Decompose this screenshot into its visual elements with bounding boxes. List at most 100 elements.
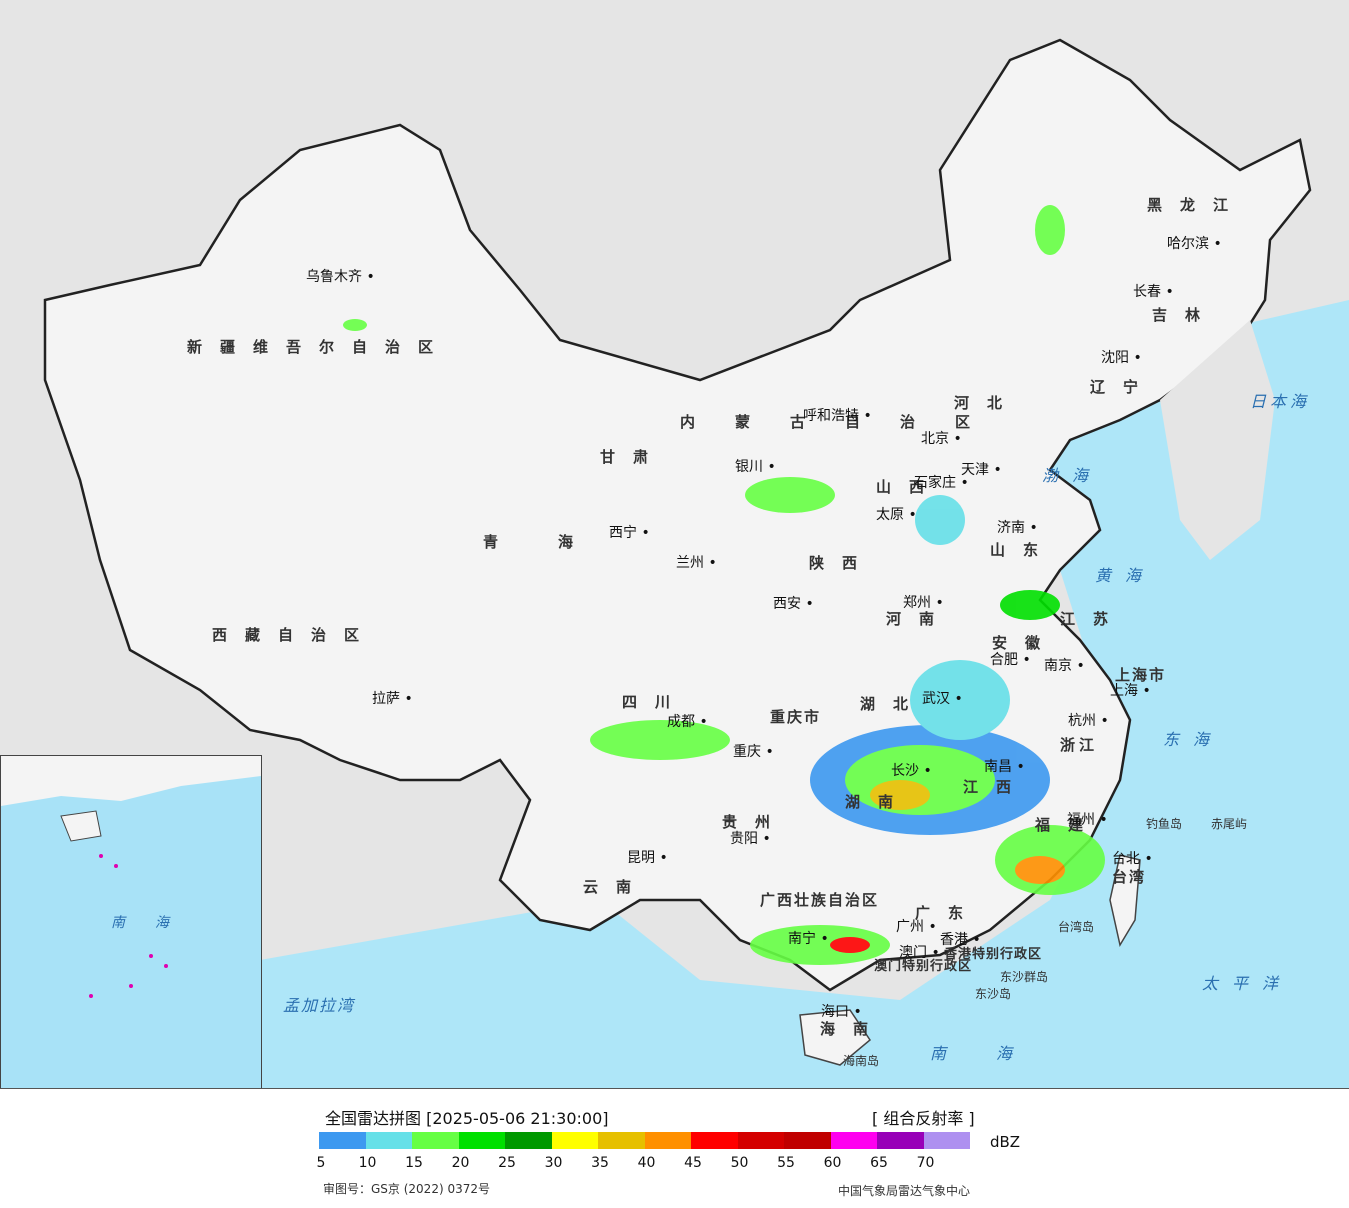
- label-shanghai: 上海市: [1115, 666, 1167, 684]
- label-liaoning: 辽宁: [1090, 378, 1157, 396]
- city-shenyang: 沈阳: [1101, 351, 1142, 365]
- city-chengdu: 成都: [667, 715, 708, 729]
- label-gansu: 甘肃: [600, 448, 667, 466]
- color-swatch: [365, 1132, 412, 1149]
- city-taipei: 台北: [1112, 852, 1153, 866]
- city-fuzhou: 福州: [1067, 813, 1108, 827]
- tick-label: 10: [358, 1155, 377, 1171]
- city-lanzhou: 兰州: [676, 556, 717, 570]
- label-xizang: 西藏自治区: [212, 626, 378, 644]
- city-beijing: 北京: [921, 432, 962, 446]
- city-hohhot: 呼和浩特: [803, 409, 872, 423]
- city-urumqi: 乌鲁木齐: [306, 270, 375, 284]
- approval-number: 审图号：GS京 (2022) 0372号: [323, 1182, 490, 1196]
- label-hubei: 湖北: [860, 695, 927, 713]
- city-hefei: 合肥: [990, 653, 1031, 667]
- city-kunming: 昆明: [627, 851, 668, 865]
- sea-japan: 日本海: [1250, 392, 1311, 411]
- city-nanchang: 南昌: [984, 760, 1025, 774]
- city-macau: 澳门: [899, 946, 940, 960]
- label-jiangxi: 江西: [963, 778, 1030, 796]
- agency-name: 中国气象局雷达气象中心: [838, 1184, 971, 1198]
- tick-label: 45: [684, 1155, 702, 1171]
- label-shanxi: 山西: [876, 478, 943, 496]
- color-swatch: [412, 1132, 459, 1149]
- color-bar: [319, 1132, 970, 1149]
- city-shanghai: 上海: [1110, 684, 1151, 698]
- city-hongkong: 香港: [940, 933, 981, 947]
- color-swatch: [737, 1132, 784, 1149]
- label-jiangsu: 江苏: [1060, 610, 1127, 628]
- tick-label: 20: [451, 1155, 470, 1171]
- city-chongqing: 重庆: [733, 745, 774, 759]
- label-guangxi: 广西壮族自治区: [760, 891, 880, 909]
- label-macau: 澳门特别行政区: [874, 959, 973, 974]
- tick-label: 35: [591, 1155, 609, 1171]
- tick-label: 25: [498, 1155, 516, 1171]
- color-swatch: [598, 1132, 645, 1149]
- tick-label: 5: [316, 1155, 326, 1171]
- label-yunnan: 云南: [583, 878, 650, 896]
- tick-label: 65: [870, 1155, 888, 1171]
- color-swatch: [458, 1132, 505, 1149]
- legend-unit: dBZ: [990, 1133, 1021, 1151]
- label-henan: 河南: [886, 610, 953, 628]
- color-swatch: [551, 1132, 598, 1149]
- sea-bengal: 孟加拉湾: [283, 996, 356, 1015]
- label-heilongjiang: 黑龙江: [1147, 196, 1247, 214]
- city-haikou: 海口: [821, 1005, 862, 1019]
- color-swatch: [319, 1132, 366, 1149]
- tick-label: 60: [823, 1155, 842, 1171]
- radar-echoes: [343, 205, 1105, 965]
- label-zhejiang: 浙江: [1060, 736, 1099, 754]
- sea-huanghai: 黄海: [1095, 566, 1156, 585]
- city-nanjing: 南京: [1044, 659, 1085, 673]
- city-xining: 西宁: [609, 526, 650, 540]
- city-harbin: 哈尔滨: [1167, 237, 1222, 251]
- label-shaanxi: 陕西: [809, 554, 876, 572]
- inset-canvas: [1, 756, 261, 998]
- color-swatch: [691, 1132, 738, 1149]
- color-swatch: [923, 1132, 970, 1149]
- sea-pacific: 太平洋: [1202, 974, 1293, 993]
- label-xinjiang: 新疆维吾尔自治区: [187, 338, 452, 356]
- tick-label: 70: [916, 1155, 935, 1171]
- tick-label: 40: [637, 1155, 656, 1171]
- label-guizhou: 贵州: [722, 813, 789, 831]
- color-swatch: [830, 1132, 877, 1149]
- island-chiwei: 赤尾屿: [1211, 817, 1248, 831]
- tick-label: 15: [405, 1155, 423, 1171]
- radar-map: 新疆维吾尔自治区 西藏自治区 青海 甘肃 内蒙古自治区 黑龙江 吉林 辽宁 河北…: [0, 0, 1349, 1089]
- city-changchun: 长春: [1133, 285, 1174, 299]
- color-swatch: [505, 1132, 552, 1149]
- island-dongsha: 东沙岛: [975, 987, 1012, 1001]
- label-hainan: 海南: [820, 1020, 887, 1038]
- city-tianjin: 天津: [961, 463, 1002, 477]
- city-jinan: 济南: [997, 521, 1038, 535]
- tick-label: 30: [544, 1155, 563, 1171]
- color-swatch: [784, 1132, 831, 1149]
- inset-nanhai-label: 南海: [111, 915, 199, 931]
- sea-bohai: 渤海: [1042, 466, 1103, 485]
- label-anhui: 安徽: [992, 634, 1059, 652]
- island-taiwan: 台湾岛: [1058, 920, 1095, 934]
- city-nanning: 南宁: [788, 932, 829, 946]
- city-zhengzhou: 郑州: [903, 596, 944, 610]
- label-qinghai: 青海: [483, 533, 634, 551]
- label-sichuan: 四川: [622, 693, 689, 711]
- city-xian: 西安: [773, 597, 814, 611]
- label-chongqing: 重庆市: [770, 708, 822, 726]
- city-hangzhou: 杭州: [1068, 714, 1109, 728]
- sea-nanhai: 南海: [930, 1044, 1063, 1063]
- city-shijiazhuang: 石家庄: [914, 476, 969, 490]
- city-yinchuan: 银川: [735, 460, 776, 474]
- label-shandong: 山东: [990, 541, 1057, 559]
- tick-label: 55: [777, 1155, 795, 1171]
- city-lhasa: 拉萨: [372, 692, 413, 706]
- label-guangdong: 广东: [915, 904, 982, 922]
- label-hongkong: 香港特别行政区: [944, 947, 1043, 962]
- legend-panel: 全国雷达拼图 [2025-05-06 21:30:00] [ 组合反射率 ] d…: [0, 1089, 1349, 1208]
- label-hebei: 河北: [954, 394, 1021, 412]
- label-taiwan: 台湾: [1112, 868, 1147, 886]
- island-dongsha-group: 东沙群岛: [1000, 970, 1049, 984]
